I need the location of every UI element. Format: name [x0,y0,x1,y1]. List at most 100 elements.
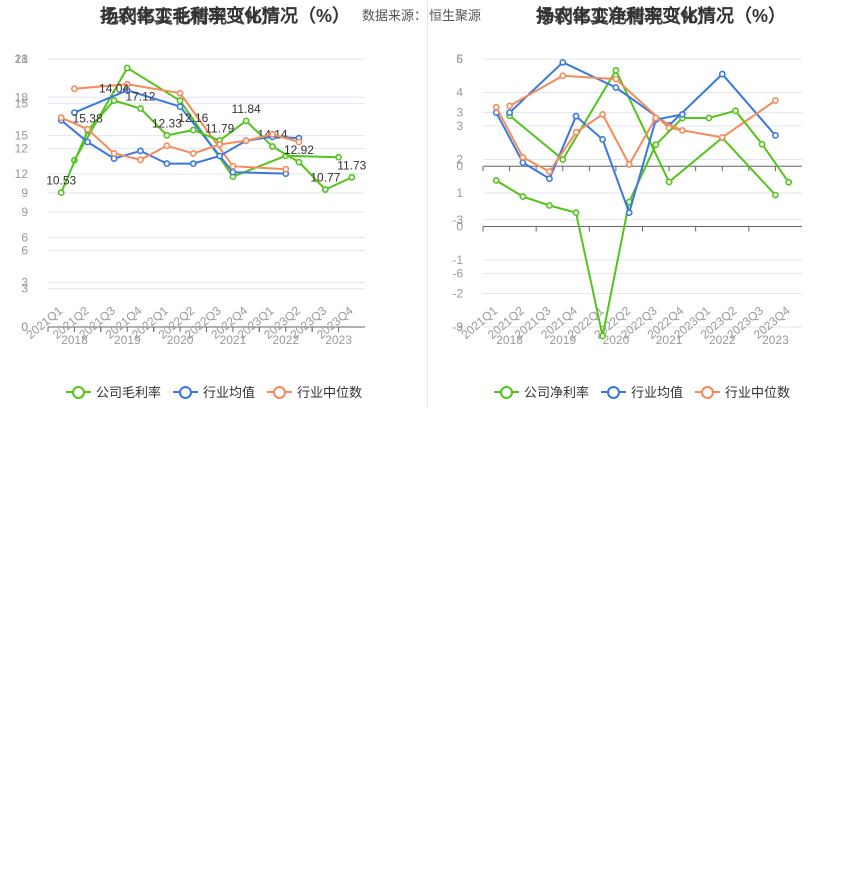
gross-margin-chart-title-overlay: 毛利率变化情况（%） [101,7,280,27]
series-a-0-point [546,202,553,209]
legend-item-industry-average[interactable]: 行业均值 [601,382,683,401]
legend-item-industry-median[interactable]: 行业中位数 [695,382,790,401]
series-a-0-point [321,186,329,193]
series-a-2-point [546,168,553,175]
series-a-0-point [652,141,660,149]
series-a-0-point [189,126,197,134]
series-a-0-value-label: 17.12 [125,90,155,104]
series-a-2-line [60,116,300,161]
series-a-0-point [269,143,276,150]
series-a-0-value-label: 11.84 [232,102,261,116]
axis-b-y-tick-label: -3 [452,320,463,334]
series-a-1-line [495,112,683,216]
axis-a-y-tick-label: 0 [21,320,28,334]
axis-b-y-tick-label: 0 [21,320,28,334]
series-a-0-value-label: 11.79 [205,122,234,136]
series-b-2-point [123,80,131,88]
series-a-0-line [495,109,790,337]
series-b-2-point [772,97,779,104]
series-a-1-point [137,147,144,155]
axis-a-y-tick-label: 15 [15,129,29,143]
axis-a-y-tick-label: 3 [456,106,463,120]
series-a-0-line [60,99,353,193]
series-b-1-point [176,103,184,111]
gross-margin-legend: 公司毛利率 行业均值 行业中位数 [66,382,374,401]
series-a-2-point [678,127,686,134]
series-a-0-value-label: 12.16 [178,111,208,125]
series-a-0-point [348,173,356,181]
series-b-2-point [559,72,567,80]
series-a-0-value-label: 12.92 [284,143,314,157]
series-a-0-point [492,177,500,184]
series-a-2-point [492,103,500,111]
series-a-1-point [678,110,686,118]
series-a-0-point [705,114,713,122]
axis-b-y-tick-label: 4 [456,86,463,100]
legend-label-company-net-margin: 公司净利率 [524,385,590,400]
x-tick-label-year: 2020 [603,333,630,347]
series-a-0-point [57,189,65,197]
series-b-1-point [559,58,567,66]
x-tick-label-year: 2022 [272,333,299,347]
series-a-1-point [546,175,553,183]
legend-label-industry-average: 行业均值 [631,385,684,400]
axis-b-y-tick-label: 2 [456,153,463,167]
series-a-1-point [625,209,633,217]
axis-a-y-tick-label: -9 [452,320,463,334]
series-a-0-point [732,107,739,115]
series-a-2-point [57,114,65,122]
x-tick-label-year: 2022 [709,333,736,347]
series-a-2-point [110,150,118,157]
series-a-0-value-label: 10.53 [46,174,76,188]
axis-a-y-tick-label: -3 [452,213,463,227]
axis-b-y-tick-label: 15 [15,97,29,111]
series-b-1-point [612,84,620,91]
series-a-1-point [216,152,224,160]
gross-margin-chart-panel: 扬农化工毛利率变化情况（%） 毛利率变化情况（%） 0 3 6 9 12 15 18 0 3 6 9… [0,0,425,410]
series-b-2-point [718,133,726,141]
series-b-2-point [176,89,184,97]
legend-item-industry-median[interactable]: 行业中位数 [267,382,362,401]
legend-item-company-net-margin[interactable]: 公司净利率 [494,382,589,401]
data-source: 数据来源： 恒生聚源 [362,5,483,24]
legend-label-industry-median: 行业中位数 [297,385,363,400]
legend-item-industry-average[interactable]: 行业均值 [173,382,255,401]
series-b-1-point [718,70,726,78]
series-a-1-point [599,135,607,143]
series-b-1-point [506,109,513,116]
series-a-0-value-label: 10.77 [310,171,340,185]
series-a-1-point [84,138,92,146]
panel-divider [427,0,428,408]
axis-a-y-tick-label: 6 [21,243,28,257]
series-b-0-point [612,66,620,74]
series-a-2-point [295,138,303,146]
net-margin-chart-title: 扬农化工净利率变化情况（%） [536,6,787,26]
legend-item-company-gross-margin[interactable]: 公司毛利率 [66,382,161,401]
series-a-2-point [242,137,250,145]
series-b-0-point [123,64,131,72]
legend-label-industry-average: 行业均值 [203,385,256,400]
axis-a-y-tick-label: 6 [456,52,463,66]
series-a-2-point [137,156,144,164]
series-b-1-line [508,61,777,137]
series-a-0-value-label: 15.38 [73,112,103,126]
series-a-0-point [137,105,144,112]
axis-b-y-tick-label: 9 [21,186,28,200]
axis-b-y-tick-label: 0 [456,220,463,234]
series-b-2-point [282,165,290,173]
series-a-1-line [60,119,300,165]
axis-a-y-tick-label: 21 [15,52,29,66]
series-a-2-point [652,114,660,122]
series-b-2-point [71,85,78,93]
series-a-0-point [519,193,527,200]
series-b-2-point [229,162,237,170]
x-tick-label-year: 2021 [220,333,247,347]
series-a-2-point [269,130,276,138]
axis-b-y-tick-label: 3 [456,119,463,133]
gross-margin-chart-title: 扬农化工毛利率变化情况（%） [100,6,351,26]
series-a-1-point [519,159,527,167]
series-a-0-value-label: 14.04 [99,81,129,95]
axis-b-y-tick-label: 1 [456,186,463,200]
axis-b-y-tick-label: 5 [456,52,463,66]
series-a-2-point [84,125,92,133]
